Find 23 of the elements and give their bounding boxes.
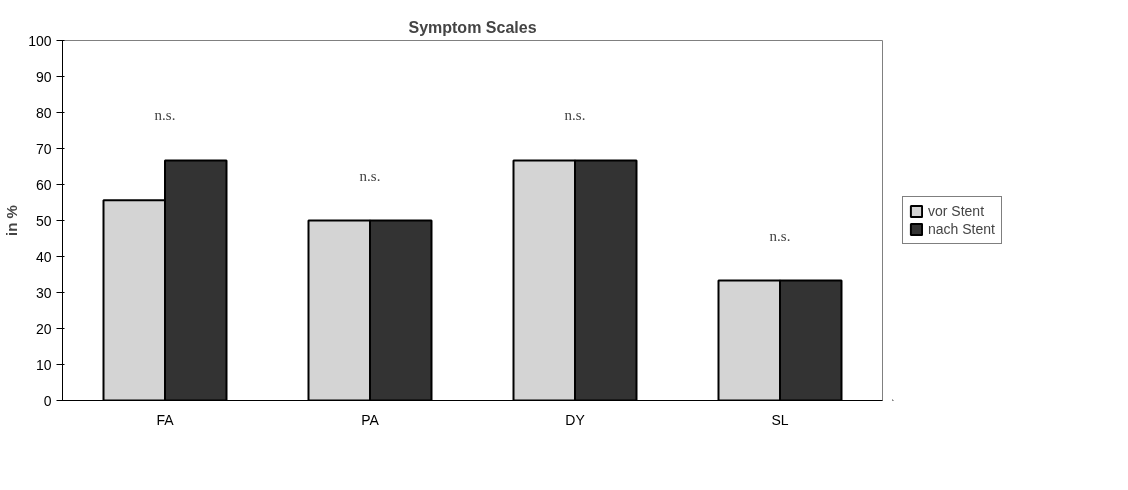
y-tick-label: 60 bbox=[35, 176, 52, 193]
x-tick-label: SL bbox=[771, 411, 789, 428]
x-tick-label: DY bbox=[565, 411, 586, 428]
annotation: n.s. bbox=[769, 227, 791, 244]
x-tick-label: PA bbox=[361, 411, 380, 428]
legend-label: vor Stent bbox=[928, 203, 985, 219]
y-tick-label: 0 bbox=[43, 392, 52, 409]
y-tick-label: 10 bbox=[35, 356, 52, 373]
y-tick-label: 20 bbox=[35, 320, 52, 337]
x-tick-label: FA bbox=[156, 411, 175, 428]
y-tick-label: 100 bbox=[28, 32, 52, 49]
chart-title: Symptom Scales bbox=[408, 18, 537, 36]
y-tick-label: 30 bbox=[35, 284, 52, 301]
y-axis-title: in % bbox=[3, 205, 21, 236]
annotation: n.s. bbox=[564, 107, 586, 124]
legend-label: nach Stent bbox=[928, 221, 995, 237]
y-tick-label: 90 bbox=[35, 68, 52, 85]
annotation: n.s. bbox=[359, 167, 381, 184]
y-tick-label: 50 bbox=[35, 212, 52, 229]
y-tick-label: 70 bbox=[35, 140, 52, 157]
y-tick-label: 80 bbox=[35, 104, 52, 121]
y-tick-label: 40 bbox=[35, 248, 52, 265]
annotation: n.s. bbox=[154, 107, 176, 124]
